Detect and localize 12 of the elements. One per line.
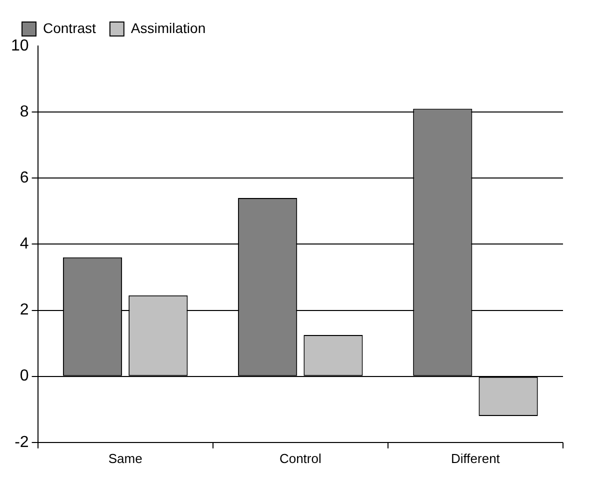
x-tick-label: Control: [279, 450, 322, 466]
y-tick-label: -2: [14, 434, 29, 451]
y-tick-label: 4: [20, 236, 29, 253]
y-tick-label: 2: [20, 302, 29, 319]
x-tick-label: Different: [451, 450, 500, 466]
x-tick-label: Same: [108, 450, 142, 466]
y-tick-label: 8: [20, 103, 29, 120]
y-tick-label: 10: [11, 37, 29, 54]
legend-label: Contrast: [43, 20, 96, 36]
y-tick-label: 6: [20, 170, 29, 187]
y-tick-label: 0: [20, 368, 29, 385]
legend-label: Assimilation: [130, 20, 206, 36]
